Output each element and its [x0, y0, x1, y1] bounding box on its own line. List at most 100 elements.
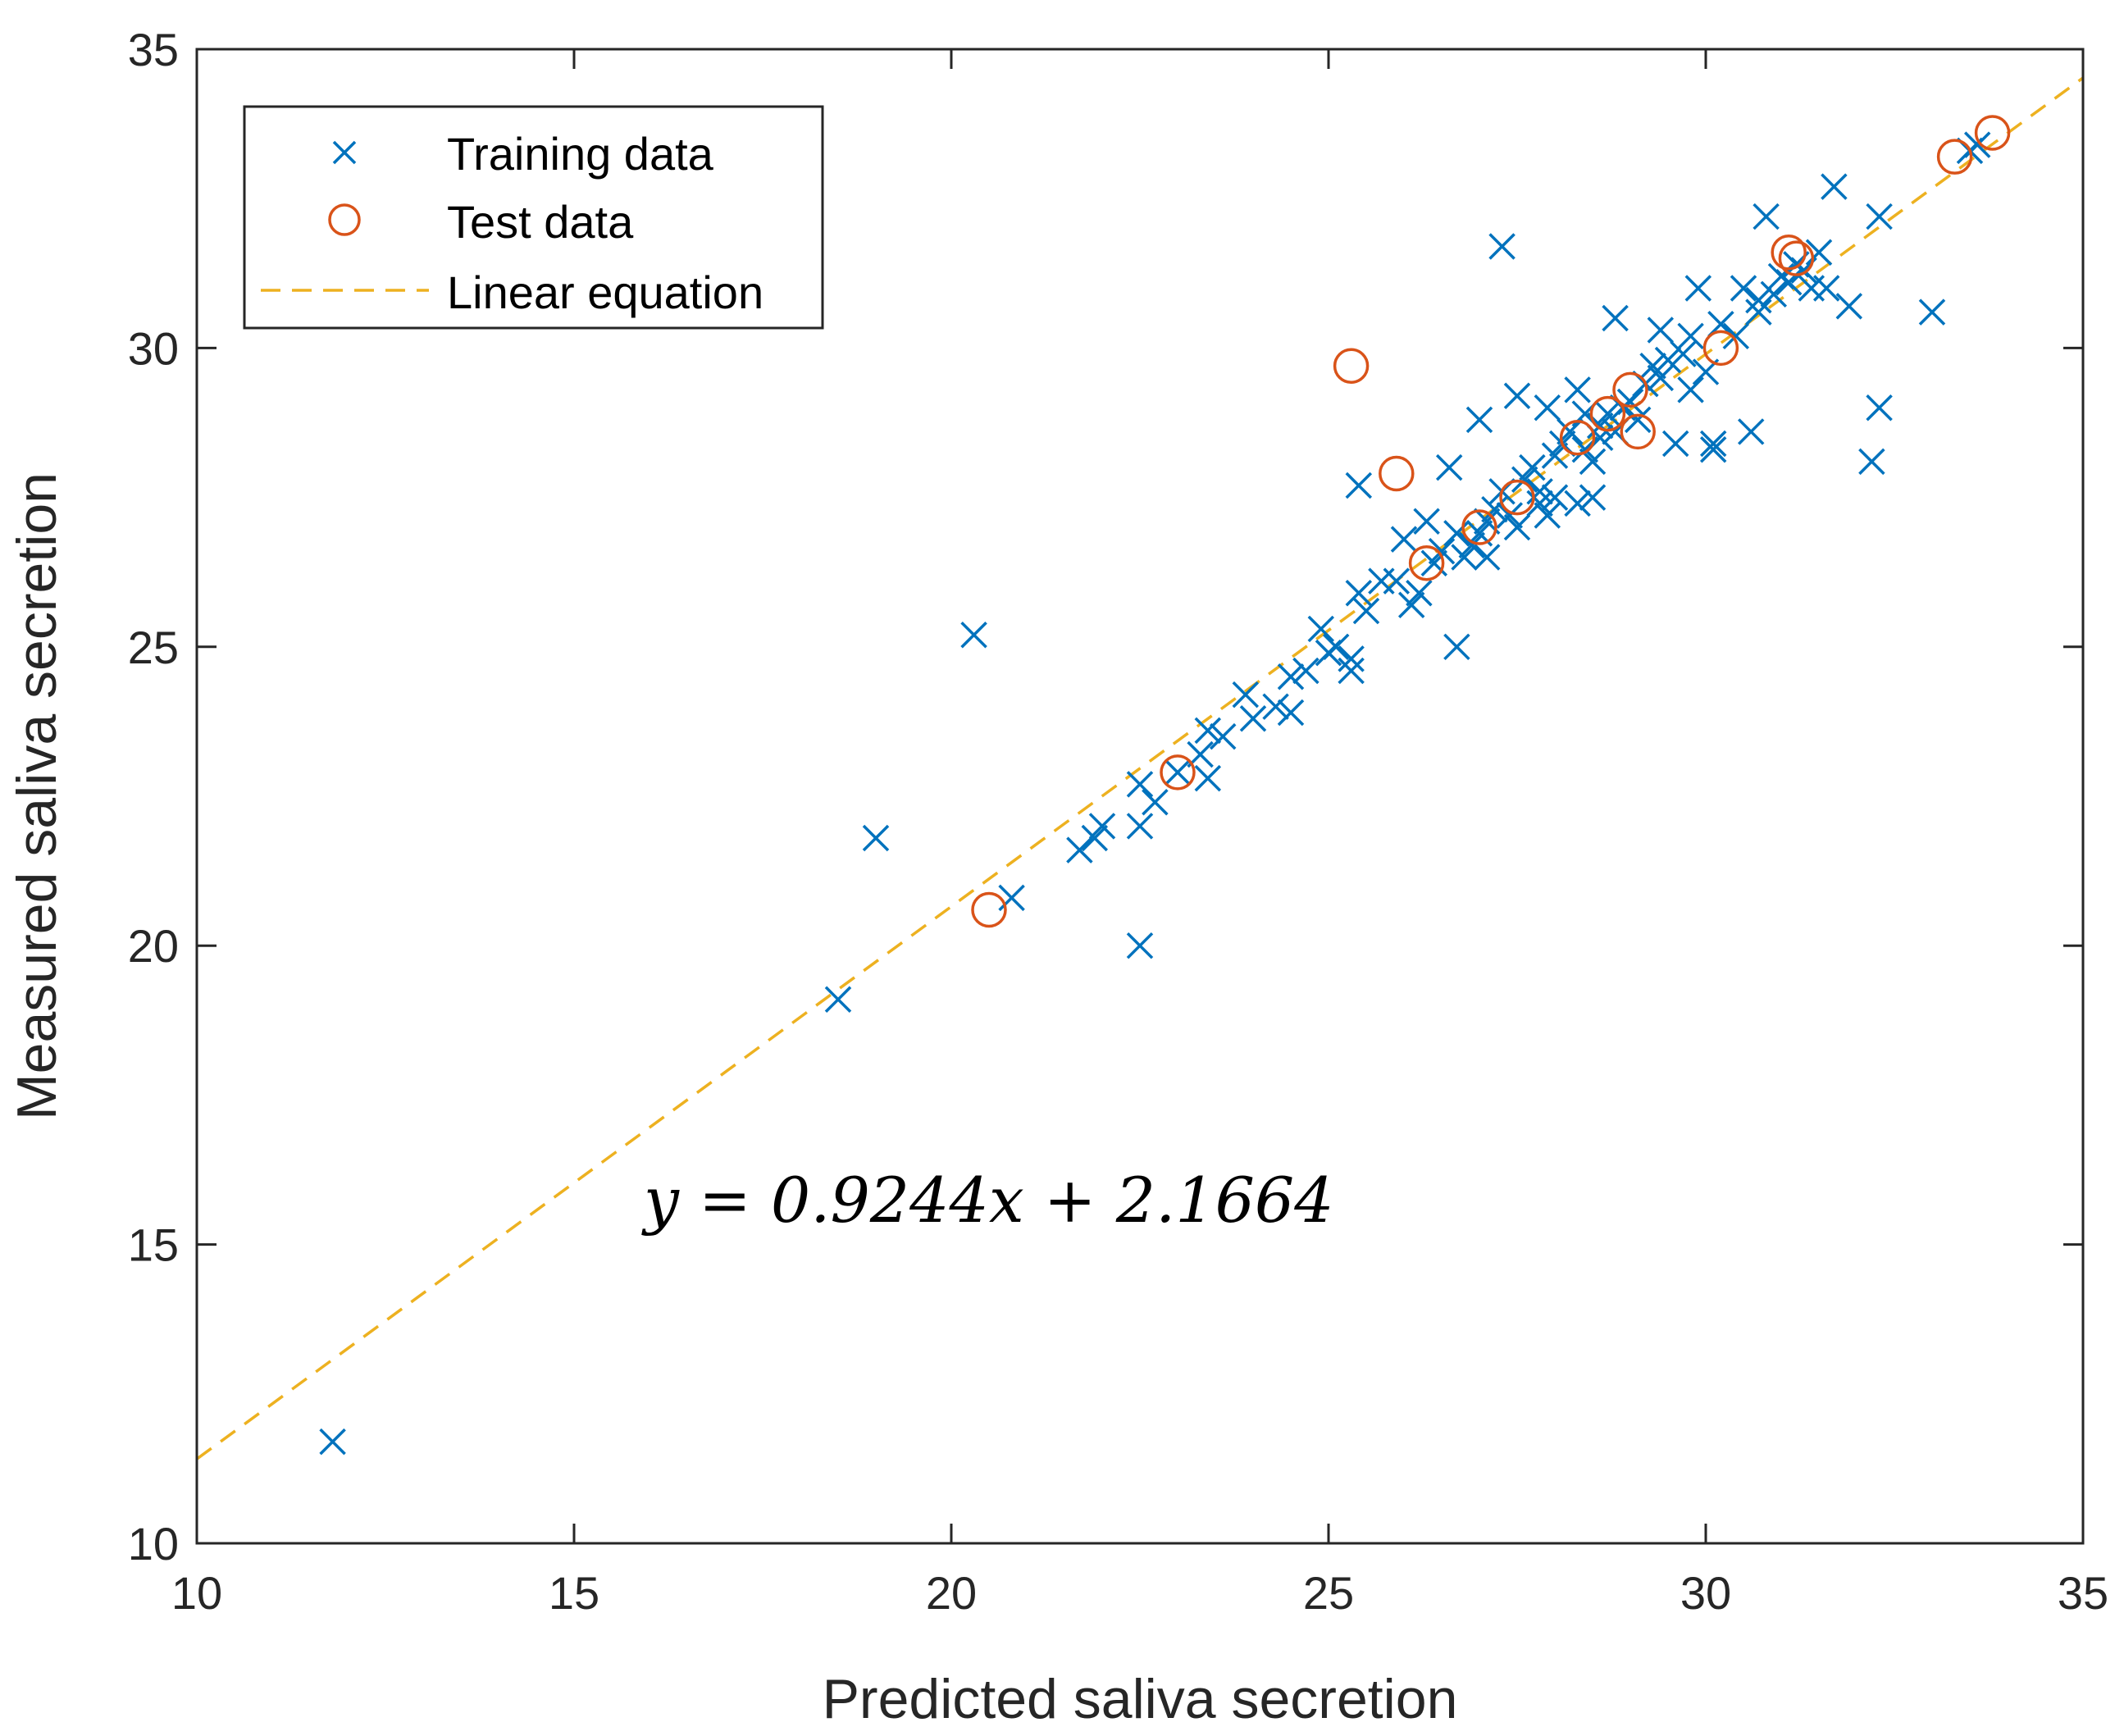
- test-point: [1778, 240, 1815, 276]
- fit-line: [197, 76, 2083, 1460]
- y-tick-label: 10: [128, 1518, 179, 1570]
- training-point: [1488, 233, 1516, 260]
- training-point: [1126, 813, 1154, 840]
- plot-area-frame: [195, 48, 2085, 1545]
- training-point: [1209, 722, 1237, 750]
- test-point: [971, 891, 1007, 928]
- training-point: [1760, 280, 1788, 308]
- training-points-layer: [319, 131, 1991, 1456]
- training-point: [1639, 353, 1666, 380]
- legend-training-label: Training data: [447, 128, 714, 180]
- y-tick-label: 25: [128, 622, 179, 673]
- training-point: [1526, 490, 1553, 517]
- training-point: [1383, 567, 1411, 595]
- fit-line-layer: [197, 76, 2083, 1460]
- training-point: [1534, 502, 1561, 529]
- training-point: [1292, 657, 1320, 685]
- training-point: [1519, 453, 1546, 481]
- training-point: [1564, 376, 1591, 403]
- training-point: [319, 1428, 346, 1456]
- training-point: [1277, 699, 1305, 727]
- training-point: [1677, 376, 1704, 403]
- test-point: [1408, 545, 1445, 581]
- y-tick-label: 15: [128, 1219, 179, 1271]
- training-point: [1503, 382, 1531, 409]
- training-point: [1647, 364, 1675, 392]
- training-point: [1443, 633, 1470, 661]
- training-point: [1670, 340, 1697, 367]
- training-point: [1963, 131, 1991, 158]
- training-point: [1435, 453, 1463, 481]
- legend-fit-label: Linear equation: [447, 267, 763, 318]
- legend-training-marker: [332, 140, 357, 165]
- training-point: [1164, 759, 1192, 786]
- training-point: [1503, 513, 1531, 541]
- training-point: [1699, 436, 1727, 463]
- y-tick-label: 20: [128, 920, 179, 972]
- training-point: [1496, 502, 1524, 529]
- training-point: [1526, 478, 1553, 505]
- training-point: [1126, 771, 1154, 798]
- training-point: [1722, 322, 1750, 350]
- training-point: [1594, 400, 1621, 427]
- training-point: [1684, 275, 1712, 302]
- axis-ticks: 10 15 20 25 30 35 10 15 20 25 30 35: [128, 24, 2108, 1619]
- regression-equation: y = 0.9244x + 2.1664: [641, 1164, 1334, 1237]
- training-point: [1730, 275, 1757, 302]
- training-point: [1624, 406, 1652, 434]
- test-point: [1771, 235, 1807, 271]
- training-point: [1821, 173, 1848, 200]
- training-point: [824, 986, 852, 1014]
- training-point: [1473, 544, 1501, 571]
- x-tick-label: 20: [926, 1567, 977, 1619]
- legend: Training data Test data Linear equation: [243, 105, 824, 330]
- training-point: [1858, 448, 1885, 476]
- training-point: [1142, 789, 1169, 816]
- training-point: [1081, 824, 1109, 852]
- training-point: [1481, 495, 1508, 523]
- training-point: [1451, 544, 1478, 571]
- training-point: [1322, 633, 1350, 661]
- training-point: [1066, 836, 1093, 863]
- training-point: [1812, 275, 1840, 302]
- training-point: [1753, 203, 1780, 230]
- y-tick-label: 35: [128, 24, 179, 75]
- training-point: [1345, 472, 1373, 499]
- test-point: [1160, 754, 1196, 791]
- test-point: [1974, 115, 2011, 151]
- training-point: [1534, 394, 1561, 421]
- test-points-layer: [971, 115, 2011, 928]
- training-point: [1413, 508, 1440, 535]
- training-point: [1805, 239, 1833, 267]
- training-point: [1277, 663, 1305, 690]
- training-point: [1338, 645, 1365, 672]
- x-tick-label: 30: [1680, 1567, 1731, 1619]
- training-point: [1737, 418, 1765, 445]
- training-point: [1239, 705, 1267, 732]
- training-point: [1428, 537, 1456, 565]
- training-point: [1866, 394, 1893, 421]
- training-point: [1262, 693, 1289, 720]
- test-point: [1333, 348, 1370, 385]
- training-point: [1745, 298, 1772, 326]
- test-point: [1589, 395, 1626, 432]
- training-point: [1345, 579, 1373, 607]
- training-point: [960, 621, 987, 649]
- training-point: [1232, 681, 1260, 709]
- test-point: [1461, 509, 1497, 545]
- training-point: [1699, 430, 1727, 458]
- training-point: [1866, 203, 1893, 230]
- training-point: [1745, 286, 1772, 314]
- training-point: [1194, 717, 1222, 745]
- training-point: [1661, 430, 1689, 458]
- training-point: [1677, 322, 1704, 350]
- test-point: [1559, 419, 1596, 456]
- x-axis-title: Predicted saliva secretion: [823, 1668, 1458, 1730]
- training-point: [1564, 490, 1591, 517]
- training-point: [1835, 293, 1863, 320]
- test-point: [1499, 479, 1535, 516]
- y-tick-label: 30: [128, 322, 179, 374]
- training-point: [1352, 597, 1380, 625]
- training-point: [862, 824, 890, 852]
